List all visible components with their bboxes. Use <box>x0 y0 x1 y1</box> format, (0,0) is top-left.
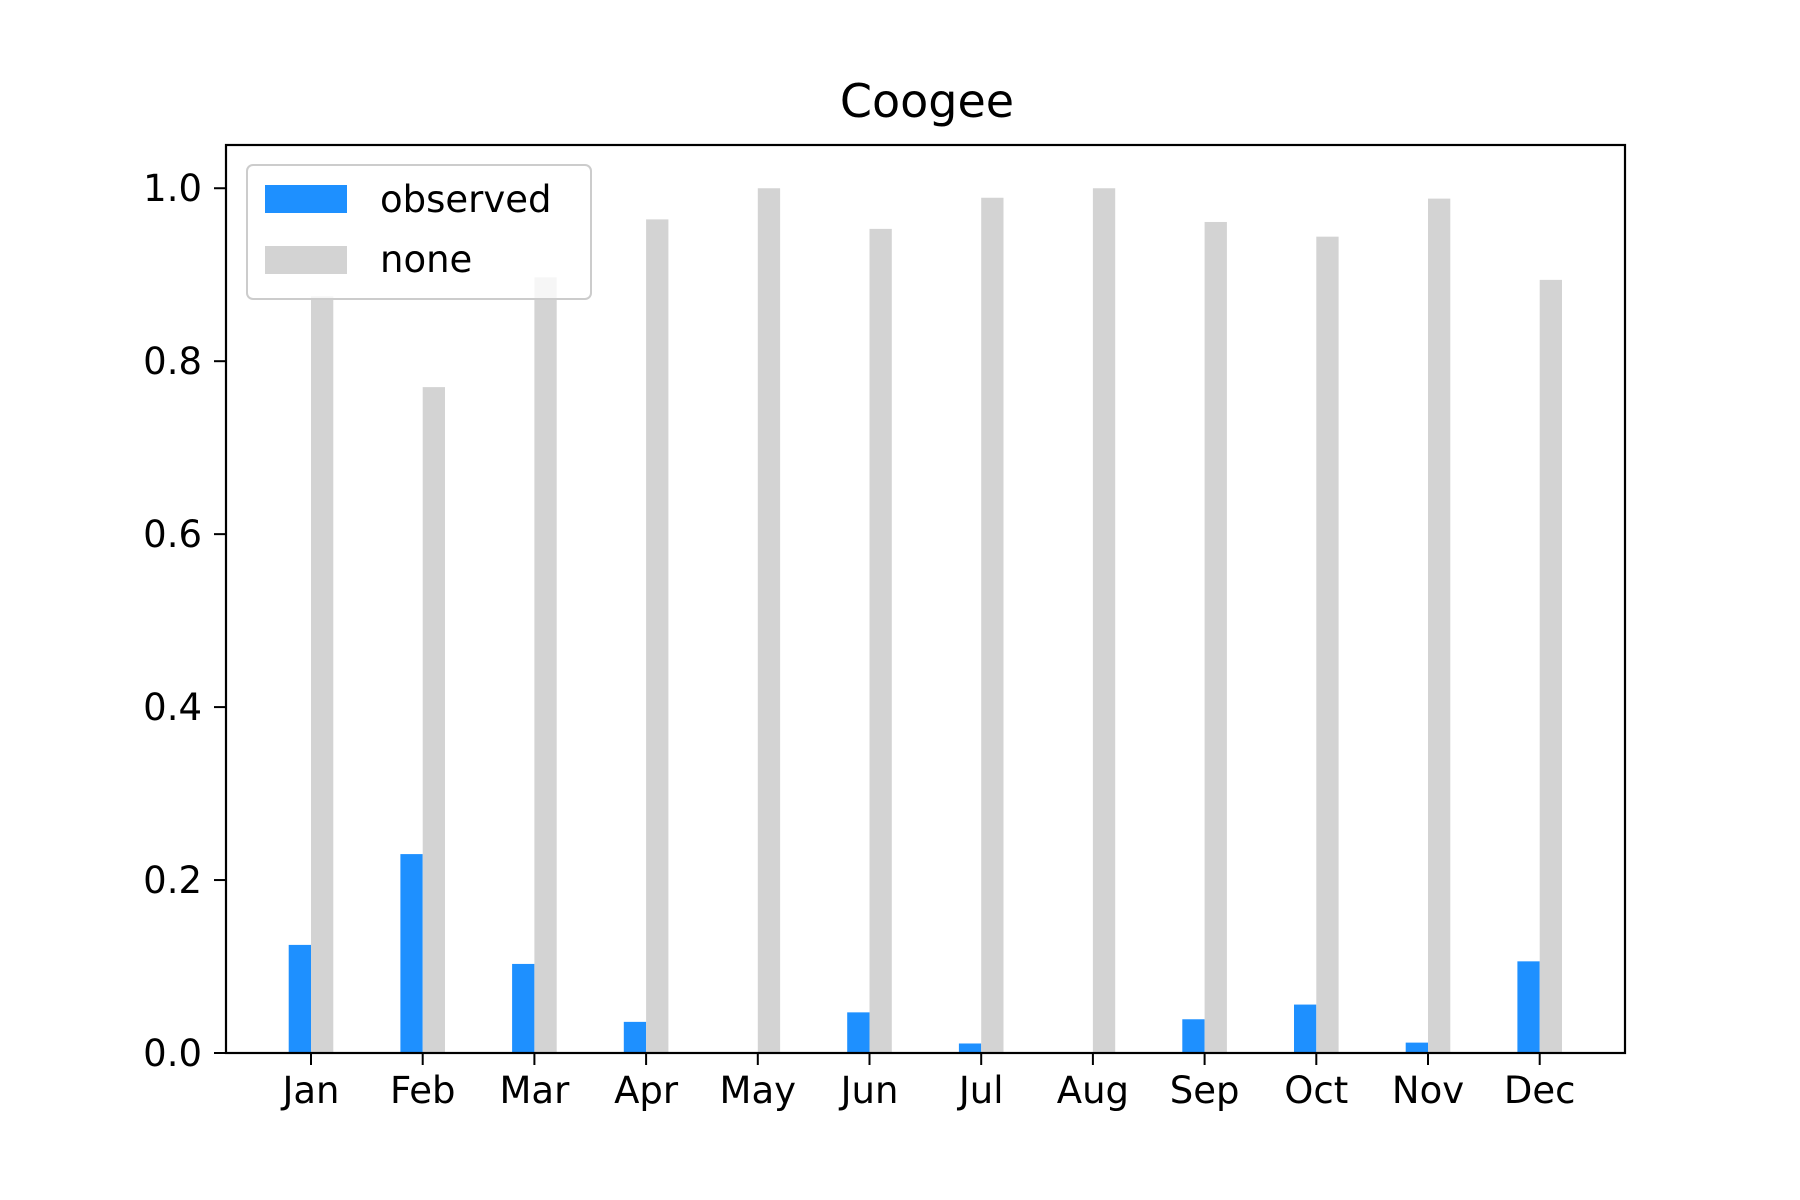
bar-none-jul <box>981 197 1004 1053</box>
bar-none-sep <box>1204 221 1227 1053</box>
x-tick-label-nov: Nov <box>1392 1069 1464 1112</box>
bar-observed-oct <box>1294 1004 1317 1053</box>
bar-none-dec <box>1539 279 1562 1053</box>
bar-none-mar <box>534 277 557 1053</box>
y-tick-label: 0.4 <box>143 686 202 729</box>
x-axis: Jan Feb Mar Apr May Jun Jul Aug Sep Oct Nov Dec <box>280 1053 1576 1112</box>
bar-observed-jan <box>288 944 311 1053</box>
y-tick-label: 0.6 <box>143 513 202 556</box>
x-tick-label-apr: Apr <box>614 1069 679 1112</box>
y-axis: 0.0 0.2 0.4 0.6 0.8 1.0 <box>143 167 226 1075</box>
legend-label-observed: observed <box>380 178 552 221</box>
bar-none-jun <box>869 228 892 1053</box>
plot-frame <box>224 143 1627 1055</box>
bar-observed-dec <box>1517 961 1540 1053</box>
legend-swatch-none <box>265 246 347 274</box>
bar-observed-nov <box>1405 1042 1428 1053</box>
bar-none-may <box>757 188 781 1054</box>
bar-observed-feb <box>400 854 423 1053</box>
bar-observed-jul <box>958 1043 982 1053</box>
x-tick-label-sep: Sep <box>1170 1069 1240 1112</box>
x-tick-label-jun: Jun <box>839 1069 899 1112</box>
bars-layer <box>288 188 1562 1054</box>
y-tick-label: 0.2 <box>143 859 202 902</box>
legend-label-none: none <box>380 238 472 281</box>
bar-none-jan <box>311 296 334 1054</box>
bar-observed-jun <box>847 1012 870 1053</box>
legend-swatch-observed <box>265 185 347 213</box>
bar-none-aug <box>1092 188 1116 1054</box>
x-tick-label-dec: Dec <box>1504 1069 1576 1112</box>
bar-none-feb <box>422 387 445 1053</box>
bar-none-oct <box>1316 236 1339 1053</box>
x-tick-label-oct: Oct <box>1284 1069 1348 1112</box>
y-tick-label: 0.0 <box>143 1032 202 1075</box>
bar-observed-apr <box>623 1021 647 1053</box>
bar-observed-sep <box>1182 1019 1205 1053</box>
x-tick-label-feb: Feb <box>390 1069 456 1112</box>
legend: observed none <box>246 164 592 300</box>
bar-observed-mar <box>512 963 535 1053</box>
y-tick-label: 1.0 <box>143 167 202 210</box>
x-tick-label-jan: Jan <box>280 1069 339 1112</box>
x-tick-label-may: May <box>720 1069 797 1112</box>
x-tick-label-aug: Aug <box>1057 1069 1129 1112</box>
x-tick-label-mar: Mar <box>499 1069 570 1112</box>
x-tick-label-jul: Jul <box>957 1069 1004 1112</box>
y-tick-label: 0.8 <box>143 340 202 383</box>
bar-none-apr <box>646 219 669 1053</box>
chart-title: Coogee <box>840 74 1014 128</box>
bar-none-nov <box>1428 198 1451 1053</box>
